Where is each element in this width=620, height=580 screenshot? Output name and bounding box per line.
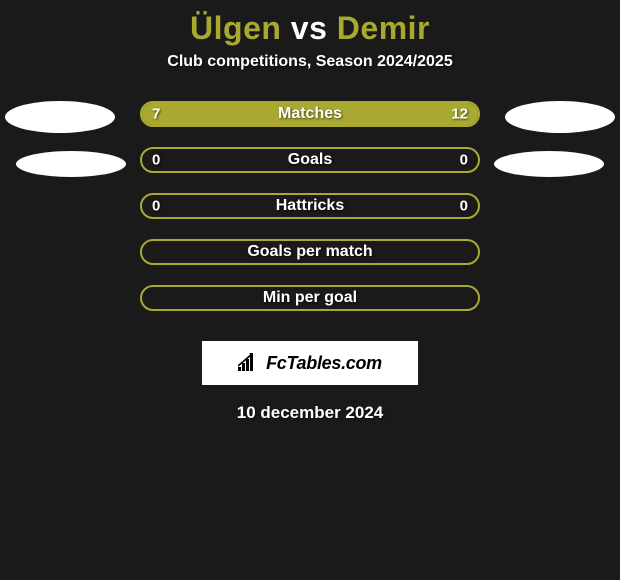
date-text: 10 december 2024 (0, 403, 620, 423)
stat-row: Matches7 12 (0, 101, 620, 147)
attribution-text: FcTables.com (266, 353, 382, 374)
stat-bar: Goals per match (140, 239, 480, 265)
subtitle: Club competitions, Season 2024/2025 (0, 53, 620, 71)
stat-label: Matches (142, 105, 478, 123)
stat-row: Goals per match (0, 239, 620, 285)
vs-text: vs (291, 10, 328, 46)
attribution-badge: FcTables.com (202, 341, 418, 385)
stat-row: Hattricks0 0 (0, 193, 620, 239)
stats-wrapper: Matches712Goals00Hattricks00Goals per ma… (0, 101, 620, 331)
stat-value-left: 0 (152, 152, 160, 169)
stat-row: Min per goal (0, 285, 620, 331)
stat-label: Hattricks (142, 197, 478, 215)
comparison-title: Ülgen vs Demir (0, 0, 620, 53)
stat-value-left: 0 (152, 198, 160, 215)
stat-bar: Goals0 0 (140, 147, 480, 173)
player1-name: Ülgen (190, 10, 281, 46)
stat-bar: Hattricks0 0 (140, 193, 480, 219)
stat-label: Min per goal (142, 289, 478, 307)
player2-name: Demir (337, 10, 430, 46)
stat-value-left: 7 (152, 106, 160, 123)
stat-label: Goals per match (142, 243, 478, 261)
stat-label: Goals (142, 151, 478, 169)
stat-value-right: 0 (460, 198, 468, 215)
stat-row: Goals0 0 (0, 147, 620, 193)
stat-value-right: 0 (460, 152, 468, 169)
stat-value-right: 12 (451, 106, 468, 123)
chart-icon (238, 353, 260, 373)
stat-bar: Min per goal (140, 285, 480, 311)
stat-bar: Matches7 12 (140, 101, 480, 127)
